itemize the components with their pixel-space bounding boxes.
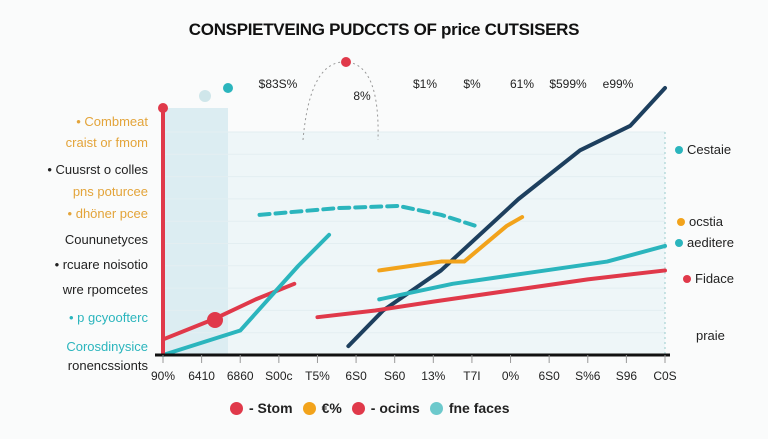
right-label-text: ocstia bbox=[689, 214, 723, 229]
left-label: • p gcyoofterc bbox=[69, 310, 148, 325]
legend-swatch-icon bbox=[302, 401, 316, 415]
left-label: pns poturcee bbox=[72, 184, 148, 199]
series-line-6 bbox=[377, 243, 667, 302]
legend-label: - Stom bbox=[249, 400, 293, 416]
legend-marker-icon bbox=[683, 275, 691, 283]
x-tick-label: 6S0 bbox=[538, 369, 560, 383]
top-dot bbox=[341, 57, 351, 67]
left-label: Coununetyces bbox=[64, 232, 148, 247]
left-label: ronencssionts bbox=[67, 358, 148, 373]
left-label: • Combmeat bbox=[76, 114, 148, 129]
right-label: aeditere bbox=[675, 235, 734, 250]
series-line-2 bbox=[315, 268, 667, 320]
left-label: craist or fmom bbox=[65, 135, 148, 150]
left-label: wre rpomcetes bbox=[62, 282, 148, 297]
right-label: ocstia bbox=[677, 214, 723, 229]
top-label: $599% bbox=[549, 77, 587, 91]
legend-item: fne faces bbox=[429, 400, 510, 416]
left-label: • rcuare noisotio bbox=[54, 257, 148, 272]
legend-item: - ocims bbox=[351, 400, 420, 416]
x-tick-label: T7I bbox=[463, 369, 480, 383]
right-label-text: aeditere bbox=[687, 235, 734, 250]
top-label: $% bbox=[463, 77, 481, 91]
left-label: • Cuusrst o colles bbox=[47, 162, 148, 177]
top-label: $83S% bbox=[259, 77, 298, 91]
legend-marker-icon bbox=[677, 218, 685, 226]
left-label: Corosdinysice bbox=[66, 339, 148, 354]
legend-marker-icon bbox=[675, 146, 683, 154]
x-tick-label: S%6 bbox=[575, 369, 601, 383]
top-label: 8% bbox=[353, 89, 371, 103]
decorative-arc bbox=[302, 61, 379, 141]
x-tick-label: 6410 bbox=[188, 369, 215, 383]
right-label-text: praie bbox=[696, 328, 725, 343]
x-tick-label: 0% bbox=[502, 369, 520, 383]
right-label: Cestaie bbox=[675, 142, 732, 157]
legend-item: - Stom bbox=[230, 400, 293, 416]
decor-dot bbox=[223, 83, 233, 93]
x-tick-label: S60 bbox=[384, 369, 406, 383]
legend: - Stom €% - ocims fne faces bbox=[230, 400, 510, 416]
right-label-text: Fidace bbox=[695, 271, 735, 286]
axis-dot bbox=[158, 103, 168, 113]
chart-title: CONSPIETVEING PUDCCTS OF price CUTSISERS bbox=[188, 20, 580, 39]
legend-swatch-icon bbox=[351, 401, 365, 415]
decor-dot bbox=[199, 90, 211, 102]
top-label: 61% bbox=[510, 77, 534, 91]
legend-label: fne faces bbox=[448, 400, 510, 416]
series-line-3 bbox=[377, 215, 525, 273]
legend-label: €% bbox=[321, 400, 342, 416]
legend-item: €% bbox=[302, 400, 342, 416]
x-tick-label: 6S0 bbox=[345, 369, 367, 383]
x-tick-label: S00c bbox=[265, 369, 292, 383]
top-label: $1% bbox=[413, 77, 437, 91]
series-line-5 bbox=[257, 203, 478, 228]
legend-swatch-icon bbox=[429, 401, 443, 415]
left-label: • dhöner pcee bbox=[67, 206, 148, 221]
marker-dot bbox=[207, 312, 223, 328]
x-tick-label: S96 bbox=[616, 369, 638, 383]
x-tick-label: 90% bbox=[151, 369, 175, 383]
top-label: e99% bbox=[603, 77, 634, 91]
legend-label: - ocims bbox=[370, 400, 420, 416]
right-label: Fidace bbox=[683, 271, 735, 286]
series-line-4 bbox=[161, 232, 332, 357]
x-tick-label: 6860 bbox=[227, 369, 254, 383]
right-label-text: Cestaie bbox=[687, 142, 732, 157]
legend-marker-icon bbox=[675, 239, 683, 247]
right-label: praie bbox=[696, 328, 725, 343]
legend-swatch-icon bbox=[230, 401, 243, 415]
x-tick-label: C0S bbox=[653, 369, 676, 383]
x-tick-label: 13% bbox=[421, 369, 445, 383]
x-tick-label: T5% bbox=[305, 369, 330, 383]
